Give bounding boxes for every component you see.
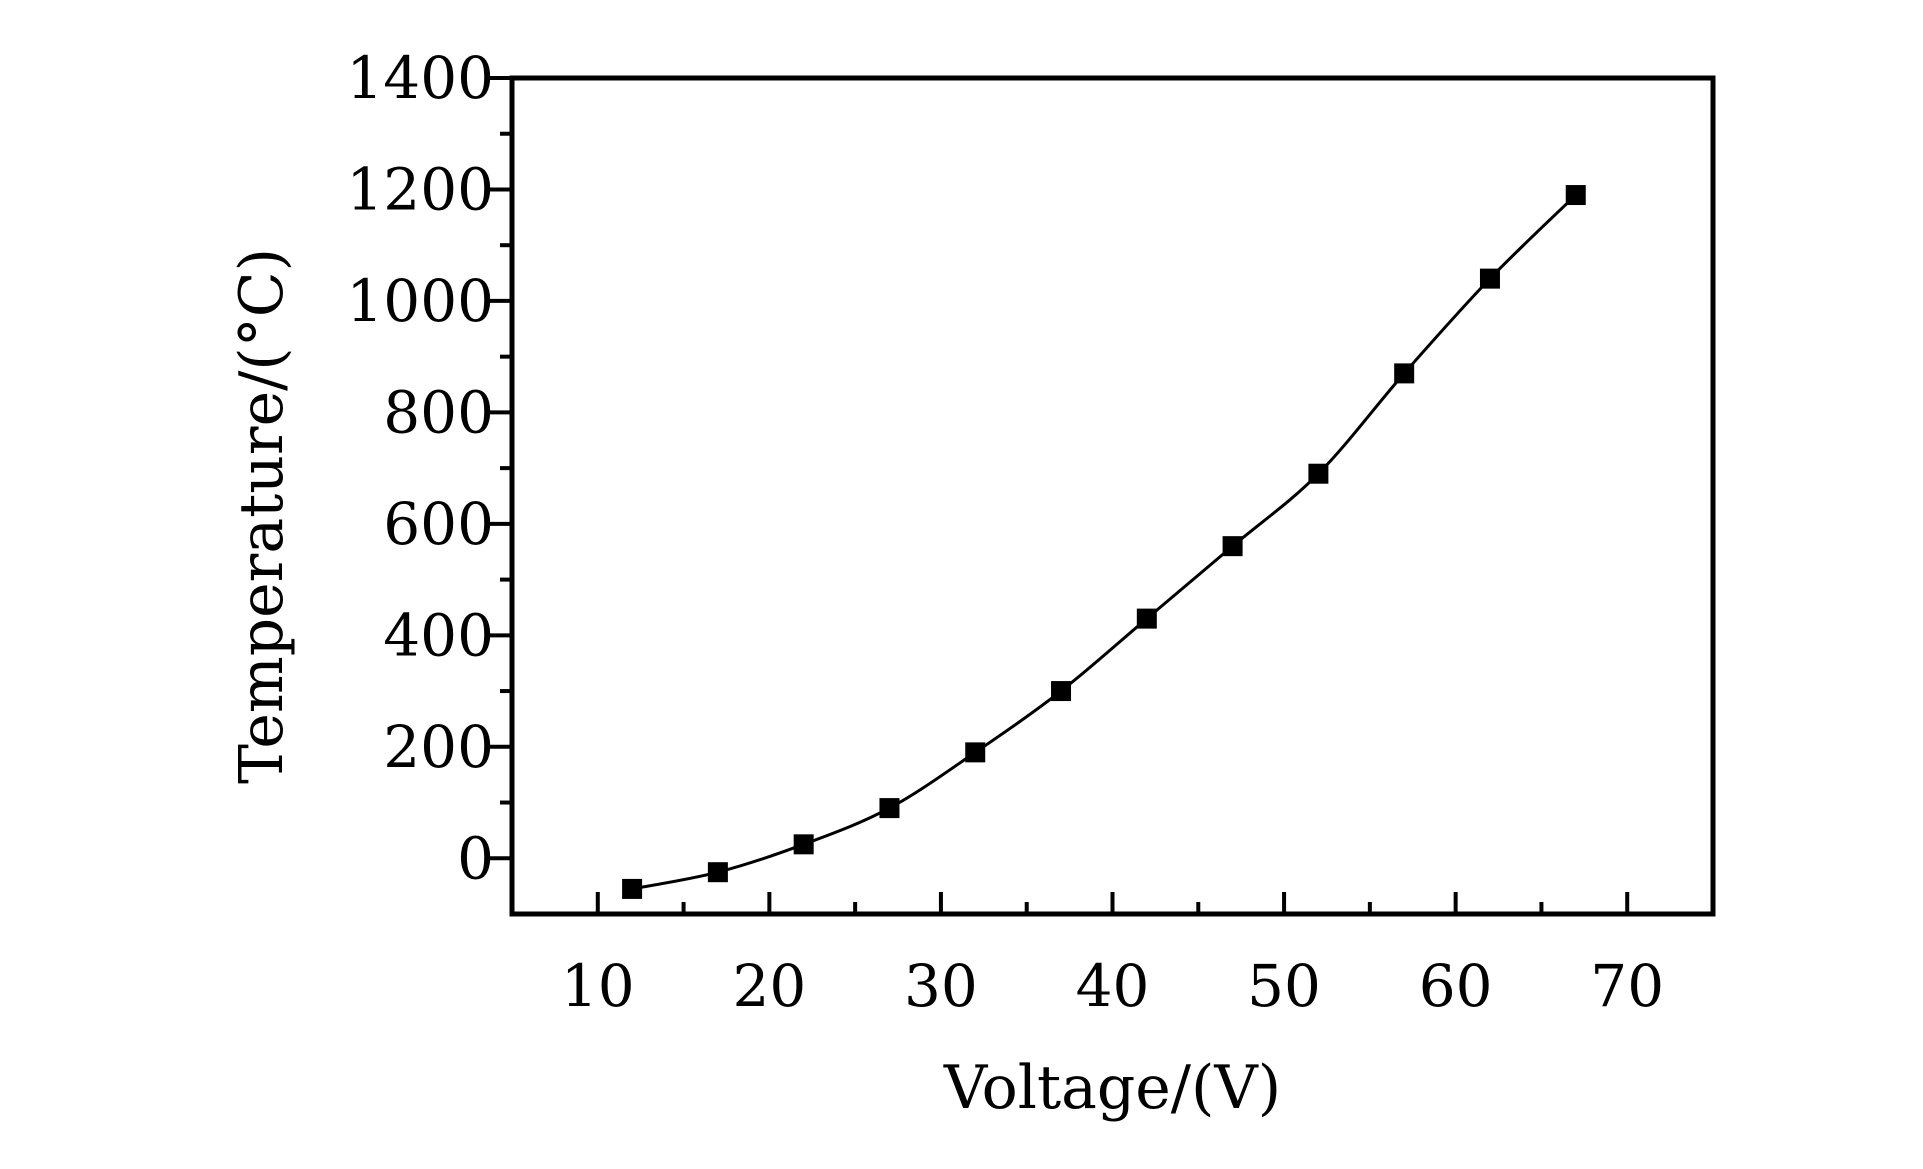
- x-tick-label: 70: [1590, 952, 1664, 1020]
- plot-frame: [509, 75, 1716, 917]
- series-line: [631, 193, 1577, 891]
- y-tick-label: 0: [457, 824, 494, 892]
- x-tick-label: 50: [1247, 952, 1321, 1020]
- y-tick-label: 1400: [346, 44, 494, 112]
- tick-labels: 10 20 30 40 50 60 70 0 200 400 600 800 1000 1200 1400: [346, 44, 1664, 1020]
- data-point: [1136, 608, 1157, 629]
- series-layer: [622, 185, 1586, 899]
- y-tick-label: 800: [383, 378, 494, 446]
- data-point: [965, 742, 986, 763]
- data-point: [1394, 363, 1415, 384]
- x-tick-label: 60: [1419, 952, 1493, 1020]
- data-point: [1051, 681, 1072, 702]
- y-tick-label: 200: [383, 713, 494, 781]
- data-point: [793, 834, 814, 855]
- data-point: [1479, 268, 1500, 289]
- data-point: [622, 878, 643, 899]
- x-tick-label: 20: [732, 952, 806, 1020]
- x-tick-label: 40: [1076, 952, 1150, 1020]
- data-point: [1222, 536, 1243, 557]
- y-tick-label: 1200: [346, 155, 494, 223]
- data-point: [707, 862, 728, 883]
- y-axis-title: Temperature/(°C): [227, 248, 297, 784]
- data-point: [1308, 463, 1329, 484]
- y-tick-label: 400: [383, 601, 494, 669]
- data-point: [1565, 185, 1586, 206]
- y-tick-label: 1000: [346, 267, 494, 335]
- y-tick-label: 600: [383, 490, 494, 558]
- x-axis-title: Voltage/(V): [943, 1053, 1281, 1123]
- x-tick-label: 30: [904, 952, 978, 1020]
- data-point: [879, 798, 900, 819]
- x-tick-label: 10: [561, 952, 635, 1020]
- axis-ticks: [490, 76, 1630, 914]
